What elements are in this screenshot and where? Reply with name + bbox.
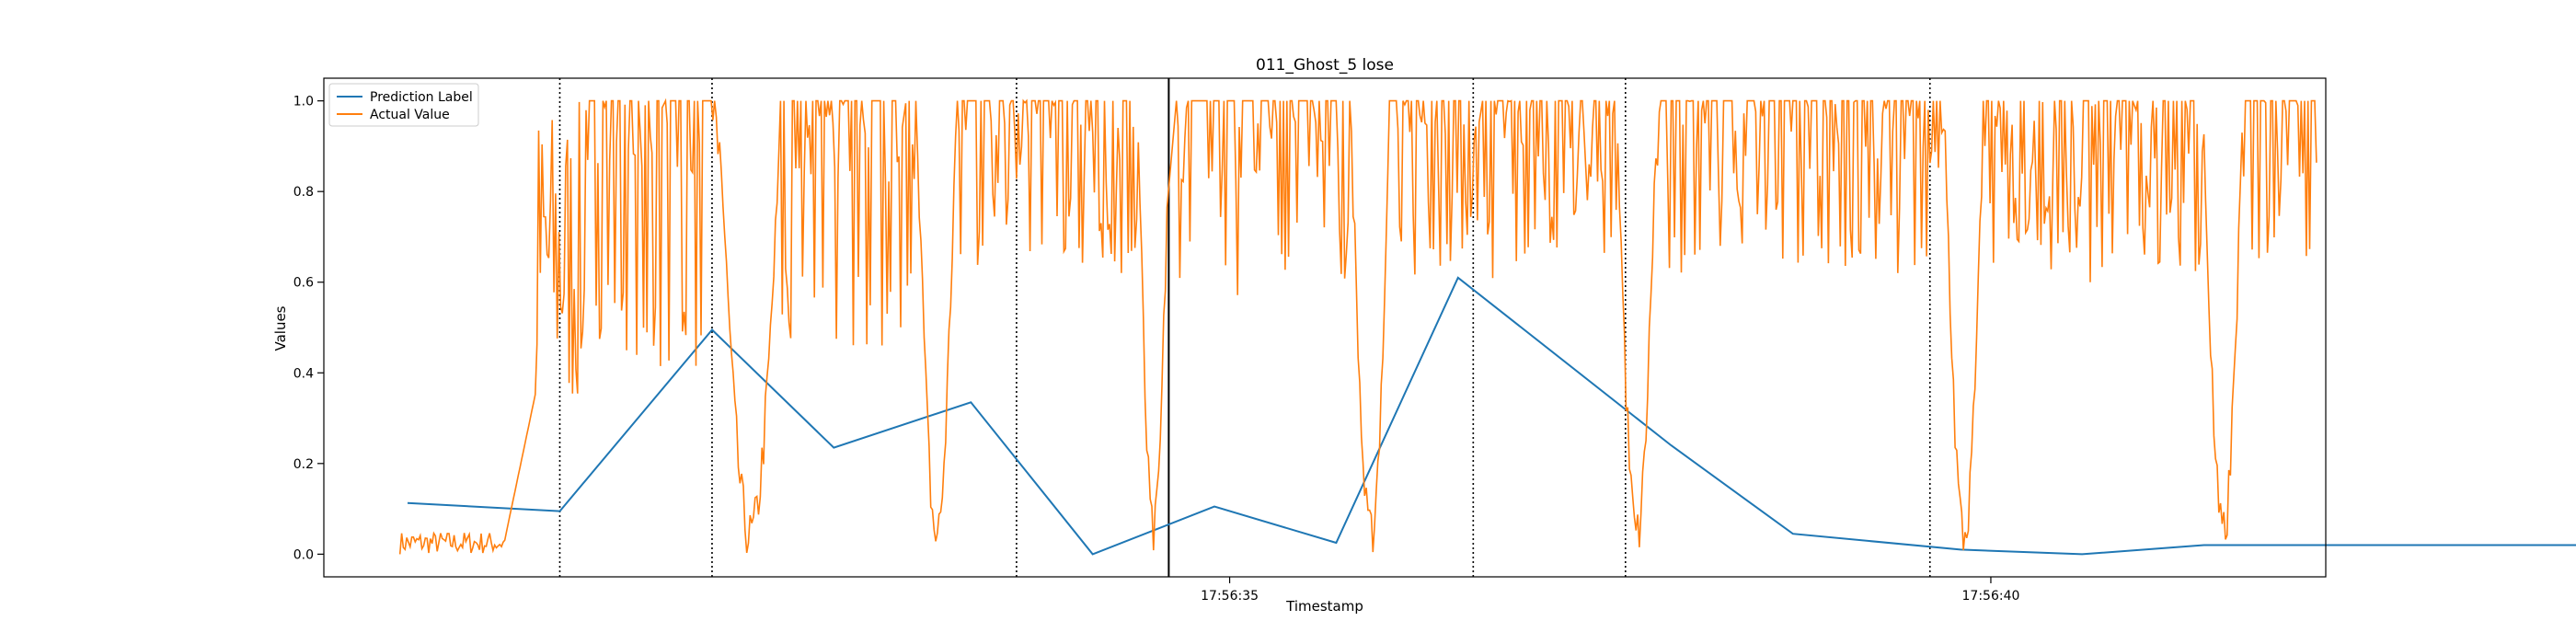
x-tick-label: 17:56:40: [1962, 589, 2020, 604]
y-tick-label: 0.6: [293, 276, 314, 291]
series-prediction-label: [407, 276, 2576, 556]
y-tick-label: 0.4: [293, 366, 314, 381]
legend: Prediction Label Actual Value: [328, 83, 479, 127]
legend-label-prediction: Prediction Label: [370, 90, 473, 105]
y-tick-label: 0.8: [293, 185, 314, 200]
plot-frame: [323, 77, 2327, 578]
y-tick-label: 0.2: [293, 457, 314, 472]
legend-label-actual: Actual Value: [370, 108, 450, 122]
series-actual-value: [398, 98, 2317, 555]
x-tick-label: 17:56:35: [1201, 589, 1259, 604]
y-tick-label: 0.0: [293, 547, 314, 562]
x-axis-label: Timestamp: [1285, 598, 1363, 615]
y-axis-label: Values: [272, 305, 289, 351]
legend-box: [328, 83, 479, 127]
y-axis-ticks: 0.0 0.2 0.4 0.6 0.8 1.0: [293, 95, 324, 562]
y-tick-label: 1.0: [293, 95, 314, 109]
chart-title: 011_Ghost_5 lose: [1256, 56, 1394, 75]
actual-value-line: [398, 98, 2317, 555]
x-axis-ticks: 17:56:35 17:56:40: [1201, 577, 2019, 604]
